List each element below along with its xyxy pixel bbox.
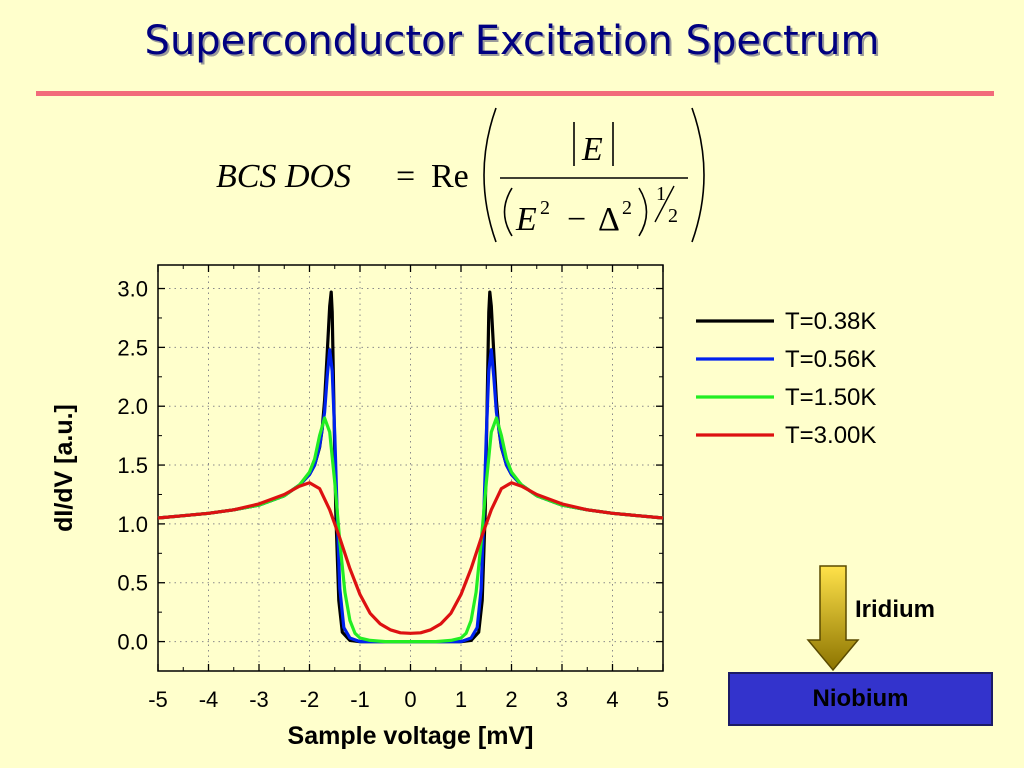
legend-label-4: T=3.00K	[785, 422, 876, 449]
title-divider	[36, 91, 994, 96]
formula-inner-close-paren	[638, 187, 648, 237]
formula-E-exponent: 2	[540, 197, 550, 219]
formula-exponent-numerator: 1	[656, 183, 666, 205]
formula-close-paren	[691, 107, 705, 243]
y-tick-label: 1.0	[117, 512, 148, 537]
legend-label-1: T=0.38K	[785, 308, 876, 335]
formula-delta-exponent: 2	[622, 197, 632, 219]
legend-label-2: T=0.56K	[785, 346, 876, 373]
niobium-label: Niobium	[812, 685, 909, 712]
x-tick-label: -2	[300, 687, 320, 712]
y-tick-label: 2.5	[117, 335, 148, 360]
x-axis-label: Sample voltage [mV]	[288, 722, 534, 750]
chart-legend: T=0.38K T=0.56K T=1.50K T=3.00K	[696, 308, 876, 449]
formula-open-paren	[483, 107, 497, 243]
formula-numerator: E	[581, 131, 603, 168]
series-line-1	[157, 290, 664, 644]
iridium-label: Iridium	[855, 596, 936, 623]
formula-exponent-denominator: 2	[668, 205, 678, 227]
y-tick-label: 3.0	[117, 277, 148, 302]
legend-label-3: T=1.50K	[785, 384, 876, 411]
x-tick-label: 3	[556, 687, 568, 712]
x-tick-label: 5	[657, 687, 669, 712]
formula-exponent-slash	[654, 185, 675, 223]
x-tick-label: 0	[404, 687, 416, 712]
formula-E: E	[515, 201, 537, 238]
x-tick-label: 4	[606, 687, 618, 712]
chart-series	[157, 290, 664, 644]
y-tick-label: 2.0	[117, 394, 148, 419]
down-arrow-icon	[806, 565, 860, 672]
x-tick-label: 1	[455, 687, 467, 712]
slide-title: Superconductor Excitation Spectrum	[144, 18, 880, 64]
x-tick-label: -5	[148, 687, 168, 712]
formula-inner-open-paren	[503, 187, 513, 237]
formula-delta: Δ	[598, 201, 620, 238]
x-tick-label: -3	[249, 687, 269, 712]
series-line-3	[157, 416, 664, 644]
y-tick-label: 0.0	[117, 630, 148, 655]
formula-lhs: BCS DOS	[216, 158, 351, 195]
formula-minus: −	[567, 201, 586, 238]
y-tick-label: 0.5	[117, 571, 148, 596]
chart-grid	[158, 265, 663, 671]
series-line-4	[157, 481, 664, 635]
formula-re: Re	[431, 158, 469, 195]
series-line-2	[157, 348, 664, 644]
x-tick-label: 2	[505, 687, 517, 712]
formula-equals: =	[396, 158, 415, 195]
x-tick-label: -4	[199, 687, 219, 712]
niobium-substrate: Niobium	[728, 672, 993, 726]
x-tick-label: -1	[350, 687, 370, 712]
y-axis-label: dI/dV [a.u.]	[50, 404, 78, 532]
y-tick-label: 1.5	[117, 453, 148, 478]
chart-ticks: -5 -4 -3 -2 -1 0 1 2 3 4 5 0.0 0.5 1.0 1.5 2.0 2.5 3.0	[117, 265, 669, 712]
